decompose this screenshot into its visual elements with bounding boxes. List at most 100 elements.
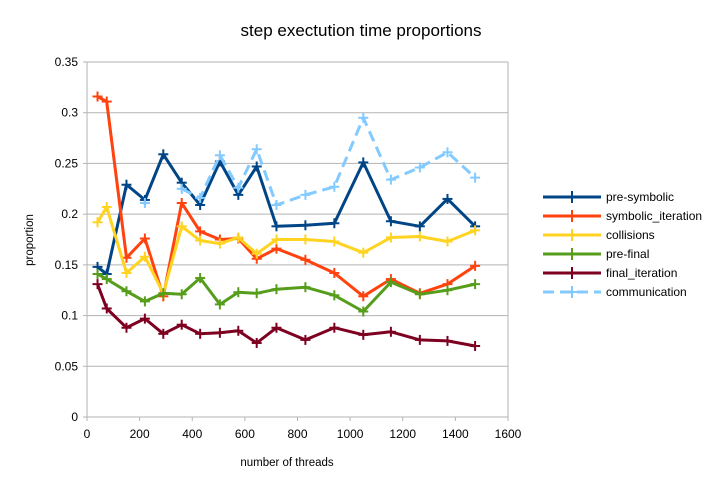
point-symbolic-iteration — [195, 226, 206, 237]
point-pre-final — [251, 288, 262, 299]
y-tick-label: 0.05 — [55, 359, 79, 373]
point-pre-final — [214, 299, 225, 310]
point-symbolic-iteration — [300, 254, 311, 265]
point-communication — [358, 112, 369, 123]
series-line-pre-final — [96, 272, 476, 313]
legend-label-symbolic-iteration: symbolic_iteration — [606, 209, 702, 223]
point-pre-symbolic — [385, 216, 396, 227]
point-collisions — [233, 232, 244, 243]
y-tick-label: 0.3 — [61, 106, 78, 120]
point-communication — [442, 147, 453, 158]
point-collisions — [139, 251, 150, 262]
point-pre-symbolic — [300, 220, 311, 231]
point-collisions — [271, 234, 282, 245]
point-collisions — [101, 202, 112, 213]
point-final-iteration — [214, 327, 225, 338]
x-tick-label: 1000 — [337, 427, 364, 441]
point-final-iteration — [470, 341, 481, 351]
point-final-iteration — [300, 334, 311, 345]
point-final-iteration — [139, 313, 150, 324]
point-collisions — [195, 235, 206, 246]
point-final-iteration — [121, 322, 132, 333]
legend-label-final-iteration: final_iteration — [606, 266, 677, 280]
point-pre-symbolic — [271, 221, 282, 232]
point-pre-symbolic — [121, 179, 132, 190]
point-pre-final — [329, 290, 340, 301]
point-pre-final — [139, 296, 150, 307]
point-communication — [214, 150, 225, 161]
point-pre-final — [121, 286, 132, 297]
point-final-iteration — [195, 328, 206, 339]
point-final-iteration — [251, 337, 262, 348]
y-tick-label: 0.2 — [61, 207, 78, 221]
point-final-iteration — [271, 322, 282, 333]
point-pre-final — [442, 285, 453, 296]
y-tick-label: 0.25 — [55, 156, 79, 170]
x-tick-label: 0 — [84, 427, 91, 441]
point-collisions — [300, 234, 311, 245]
point-collisions — [358, 247, 369, 258]
point-pre-final — [414, 289, 425, 300]
point-pre-symbolic — [251, 161, 262, 172]
legend-item-pre-symbolic: pre-symbolic — [543, 190, 674, 204]
legend-item-collisions: collisions — [543, 228, 655, 242]
point-pre-final — [158, 288, 169, 299]
point-communication — [271, 200, 282, 211]
point-symbolic-iteration — [329, 267, 340, 278]
series-line-final-iteration — [96, 283, 476, 348]
point-pre-final — [195, 273, 206, 284]
x-tick-label: 400 — [182, 427, 202, 441]
tick-labels: 0 0.05 0.1 0.15 0.2 0.25 0.3 0.35 0 200 400 600 800 1… — [55, 55, 522, 441]
gridlines — [87, 61, 508, 418]
point-pre-symbolic — [442, 193, 453, 204]
point-pre-symbolic — [414, 221, 425, 232]
x-tick-label: 600 — [235, 427, 255, 441]
series-pre-final — [92, 268, 481, 317]
point-communication — [195, 192, 206, 203]
point-pre-final — [101, 274, 112, 285]
chart-title: step exectution time proportions — [241, 21, 482, 40]
point-symbolic-iteration — [176, 197, 187, 208]
point-collisions — [385, 232, 396, 243]
point-communication — [139, 197, 150, 208]
legend-label-communication: communication — [606, 285, 687, 299]
point-communication — [300, 189, 311, 200]
point-pre-final — [385, 277, 396, 288]
point-pre-symbolic — [158, 149, 169, 160]
x-tick-label: 1400 — [442, 427, 469, 441]
x-tick-label: 1600 — [495, 427, 522, 441]
series-communication — [139, 112, 481, 211]
point-final-iteration — [176, 319, 187, 330]
point-pre-final — [300, 282, 311, 293]
series-pre-symbolic — [92, 149, 481, 279]
point-pre-final — [233, 287, 244, 298]
point-communication — [329, 181, 340, 192]
series-group — [92, 91, 481, 351]
point-communication — [414, 162, 425, 173]
point-collisions — [176, 221, 187, 232]
point-collisions — [121, 267, 132, 278]
point-collisions — [470, 225, 481, 236]
point-final-iteration — [358, 329, 369, 340]
point-pre-symbolic — [329, 218, 340, 229]
legend-label-collisions: collisions — [606, 228, 655, 242]
legend-item-final-iteration: final_iteration — [543, 266, 677, 280]
series-final-iteration — [92, 279, 481, 351]
point-symbolic-iteration — [470, 260, 481, 271]
point-collisions — [92, 217, 103, 228]
point-symbolic-iteration — [139, 233, 150, 244]
point-symbolic-iteration — [358, 291, 369, 302]
legend-item-symbolic-iteration: symbolic_iteration — [543, 209, 702, 223]
point-final-iteration — [329, 322, 340, 333]
point-final-iteration — [385, 326, 396, 337]
point-pre-symbolic — [358, 157, 369, 168]
point-pre-final — [358, 306, 369, 317]
point-pre-final — [92, 268, 103, 279]
point-final-iteration — [92, 279, 103, 290]
point-pre-final — [470, 279, 481, 290]
point-communication — [176, 183, 187, 194]
point-final-iteration — [158, 328, 169, 339]
point-communication — [385, 174, 396, 185]
legend-item-communication: communication — [543, 285, 687, 299]
